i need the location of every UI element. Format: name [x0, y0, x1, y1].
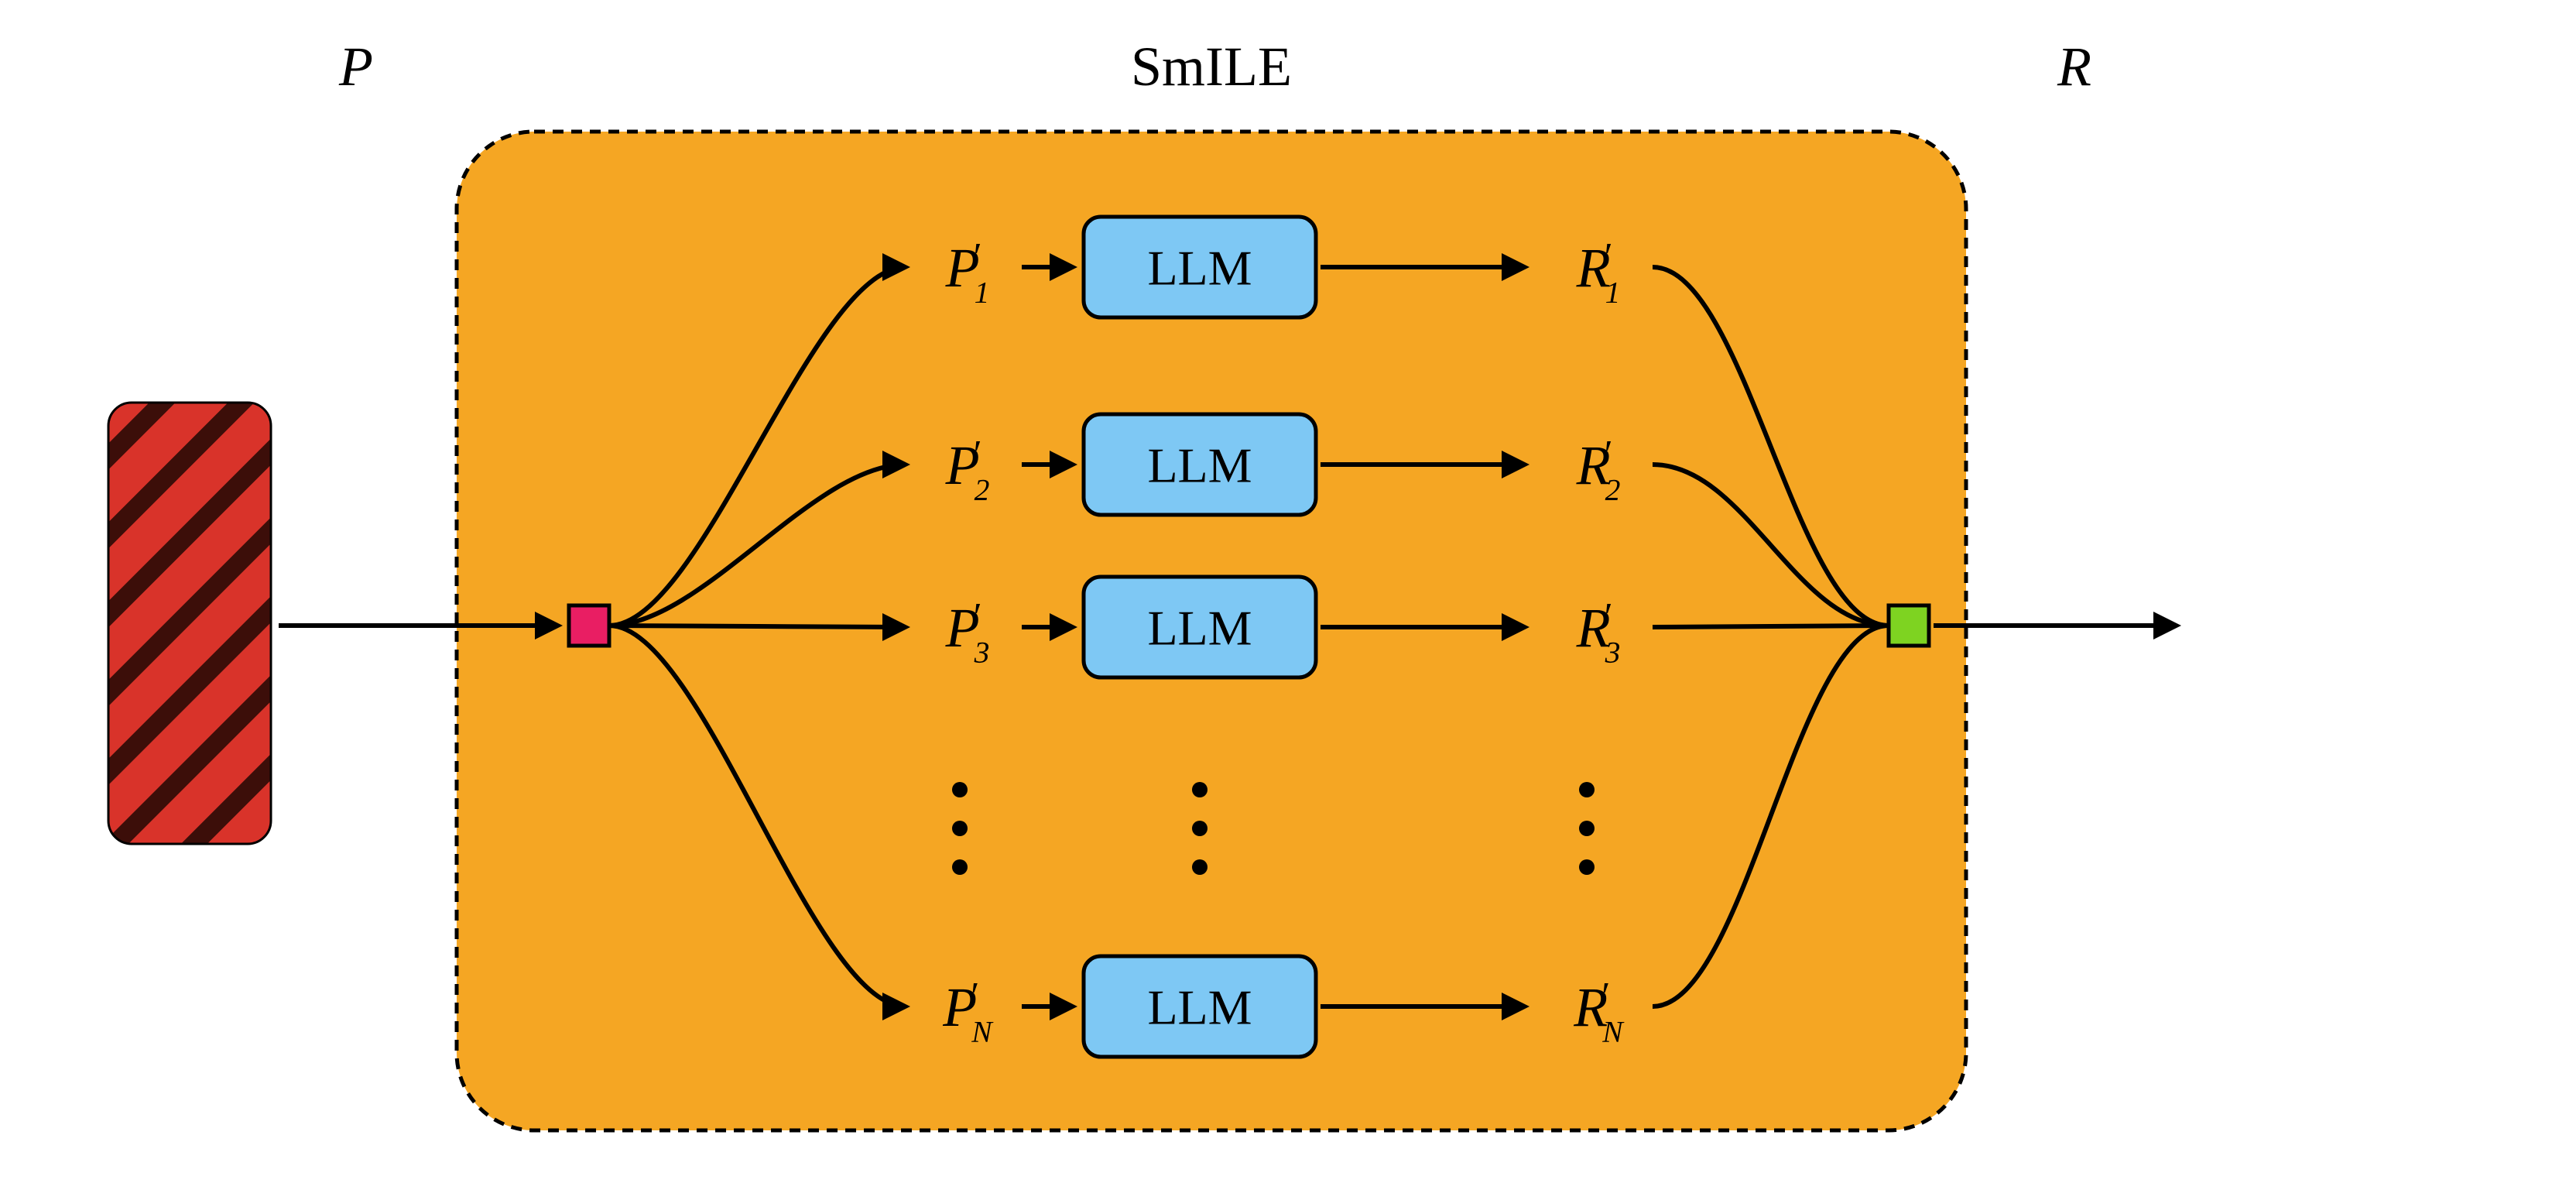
- ellipsis-dot-0-1: [952, 821, 968, 836]
- ellipsis-dot-0-2: [952, 859, 968, 875]
- ellipsis-dot-0-0: [952, 782, 968, 797]
- llm-label-2: LLM: [1147, 600, 1252, 655]
- fanin-curve-2: [1653, 626, 1889, 627]
- ellipsis-dot-1-0: [1192, 782, 1208, 797]
- label-R: R: [2057, 36, 2091, 98]
- ellipsis-dot-2-1: [1579, 821, 1595, 836]
- green-node: [1889, 605, 1929, 646]
- pink-node: [569, 605, 609, 646]
- llm-label-1: LLM: [1147, 437, 1252, 492]
- ellipsis-dot-1-2: [1192, 859, 1208, 875]
- label-P: P: [338, 36, 373, 98]
- label-smile: SmILE: [1131, 36, 1292, 98]
- ellipsis-dot-1-1: [1192, 821, 1208, 836]
- fanout-arrow-2: [609, 626, 906, 627]
- llm-label-0: LLM: [1147, 240, 1252, 295]
- llm-label-3: LLM: [1147, 979, 1252, 1034]
- ellipsis-dot-2-0: [1579, 782, 1595, 797]
- ellipsis-dot-2-2: [1579, 859, 1595, 875]
- diagram-canvas: PSmILERP′1LLMR′1P′2LLMR′2P′3LLMR′3P′NLLM…: [0, 0, 2576, 1183]
- hatched-input-box: [108, 403, 271, 844]
